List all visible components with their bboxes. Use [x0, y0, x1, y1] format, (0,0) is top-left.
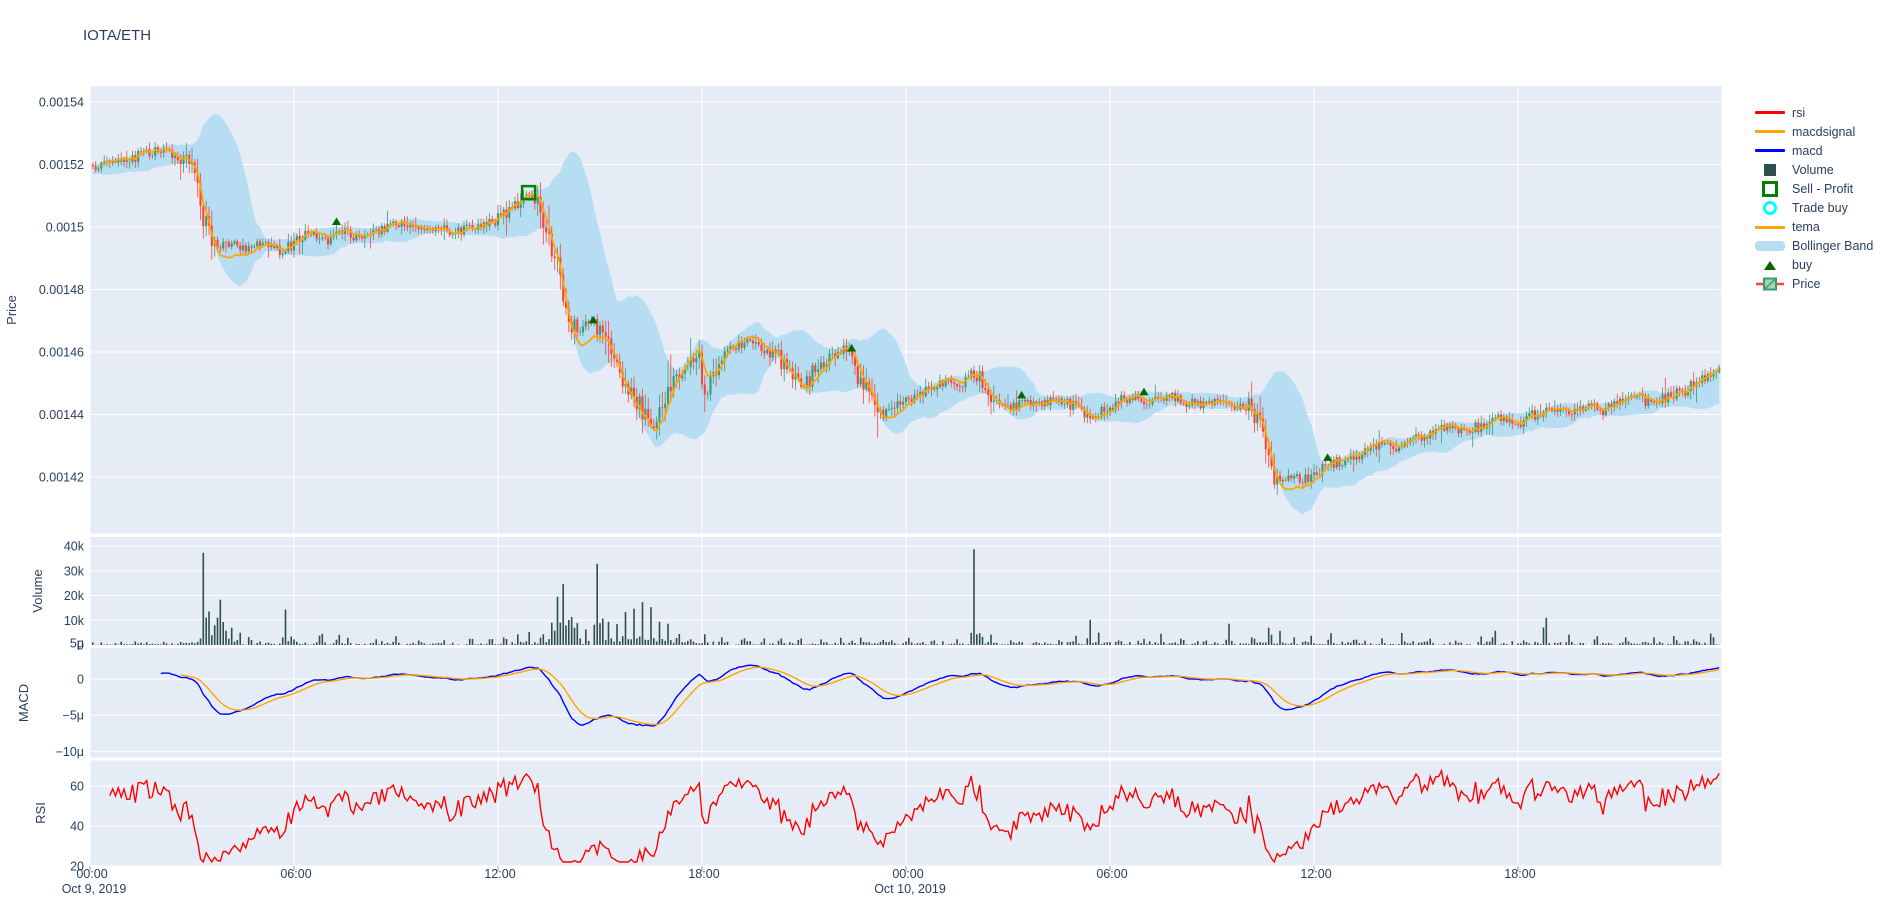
- volume-tick-label: 20k: [64, 589, 85, 603]
- macd-tick-label: −5μ: [63, 709, 84, 723]
- volume-tick-label: 30k: [64, 564, 85, 578]
- buy-marker-icon[interactable]: [1139, 387, 1149, 396]
- legend: rsi macdsignal macd Volume Sell - Profit Trad…: [1753, 103, 1873, 294]
- macdsignal-line: [180, 666, 1720, 726]
- sell-profit-swatch-icon: [1753, 180, 1787, 197]
- rsi-axis-title: RSI: [33, 802, 48, 824]
- x-tick-label: 18:00: [1504, 867, 1535, 881]
- buy-marker-icon[interactable]: [588, 315, 598, 324]
- macd-axis-title: MACD: [16, 684, 31, 722]
- volume-swatch-icon: [1753, 163, 1787, 176]
- rsi-line: [109, 768, 1720, 864]
- buy-marker-icon[interactable]: [847, 344, 857, 352]
- price-swatch-icon: [1753, 276, 1787, 292]
- price-tick-label: 0.00142: [39, 471, 84, 485]
- legend-item-label: macdsignal: [1792, 124, 1856, 139]
- bollinger-band-swatch-icon: [1753, 241, 1787, 252]
- tema-line: [100, 147, 1720, 491]
- price-axis-title: Price: [4, 295, 19, 325]
- volume-tick-label: 0: [77, 639, 84, 653]
- price-panel: [90, 86, 1722, 534]
- legend-item-label: Price: [1792, 277, 1821, 292]
- x-date-label: Oct 9, 2019: [62, 882, 127, 896]
- price-tick-label: 0.00148: [39, 283, 84, 297]
- buy-marker-icon[interactable]: [1323, 453, 1333, 461]
- x-date-label: Oct 10, 2019: [874, 882, 946, 896]
- x-tick-label: 12:00: [1300, 867, 1331, 881]
- legend-item-volume[interactable]: Volume: [1753, 160, 1873, 179]
- legend-item-price[interactable]: Price: [1753, 275, 1873, 294]
- price-tick-label: 0.00144: [39, 408, 84, 422]
- vol-panel: [90, 537, 1722, 645]
- macd-swatch-icon: [1753, 149, 1787, 153]
- macd-tick-label: −10μ: [56, 745, 84, 759]
- macd-line: [160, 664, 1720, 727]
- legend-item-macdsignal[interactable]: macdsignal: [1753, 122, 1873, 141]
- price-tick-label: 0.00152: [39, 158, 84, 172]
- x-tick-label: 00:00: [892, 867, 923, 881]
- trade-buy-swatch-icon: [1753, 201, 1787, 216]
- chart-title: IOTA/ETH: [83, 27, 152, 44]
- legend-item-label: rsi: [1792, 105, 1806, 120]
- legend-item-rsi[interactable]: rsi: [1753, 103, 1873, 122]
- macdsignal-swatch-icon: [1753, 130, 1787, 134]
- legend-item-sell-profit[interactable]: Sell - Profit: [1753, 179, 1873, 198]
- rsi-swatch-icon: [1753, 111, 1787, 115]
- macd-panel: [90, 648, 1722, 758]
- sell-profit-marker-icon[interactable]: [520, 184, 537, 201]
- macd-tick-label: 0: [77, 673, 84, 687]
- rsi-tick-label: 40: [70, 820, 84, 834]
- legend-item-tema[interactable]: tema: [1753, 218, 1873, 237]
- x-tick-label: 18:00: [688, 867, 719, 881]
- legend-item-trade-buy[interactable]: Trade buy: [1753, 198, 1873, 217]
- volume-axis-title: Volume: [30, 569, 45, 612]
- legend-item-macd[interactable]: macd: [1753, 141, 1873, 160]
- legend-item-label: Bollinger Band: [1792, 239, 1874, 254]
- legend-item-bollinger-band[interactable]: Bollinger Band: [1753, 237, 1873, 256]
- price-tick-label: 0.0015: [46, 221, 84, 235]
- legend-item-label: Trade buy: [1792, 201, 1848, 216]
- x-tick-label: 06:00: [280, 867, 311, 881]
- buy-marker-icon[interactable]: [1017, 390, 1027, 399]
- x-tick-label: 06:00: [1096, 867, 1127, 881]
- legend-item-label: Sell - Profit: [1792, 181, 1854, 196]
- tema-swatch-icon: [1753, 225, 1787, 229]
- macd-tick-label: 5μ: [70, 636, 84, 650]
- volume-tick-label: 40k: [64, 540, 85, 554]
- rsi-tick-label: 20: [70, 860, 84, 874]
- buy-marker-icon[interactable]: [332, 217, 341, 225]
- legend-item-label: Volume: [1792, 162, 1834, 177]
- buy-swatch-icon: [1753, 260, 1787, 270]
- legend-item-label: tema: [1792, 220, 1820, 235]
- volume-bars: [92, 549, 1720, 645]
- x-tick-label: 12:00: [484, 867, 515, 881]
- price-tick-label: 0.00154: [39, 96, 84, 110]
- legend-item-label: buy: [1792, 258, 1813, 273]
- legend-item-buy[interactable]: buy: [1753, 256, 1873, 275]
- legend-item-label: macd: [1792, 143, 1823, 158]
- x-tick-label: 00:00: [76, 867, 107, 881]
- rsi-panel: [90, 760, 1722, 866]
- price-tick-label: 0.00146: [39, 346, 84, 360]
- volume-tick-label: 10k: [64, 614, 85, 628]
- rsi-tick-label: 60: [70, 780, 84, 794]
